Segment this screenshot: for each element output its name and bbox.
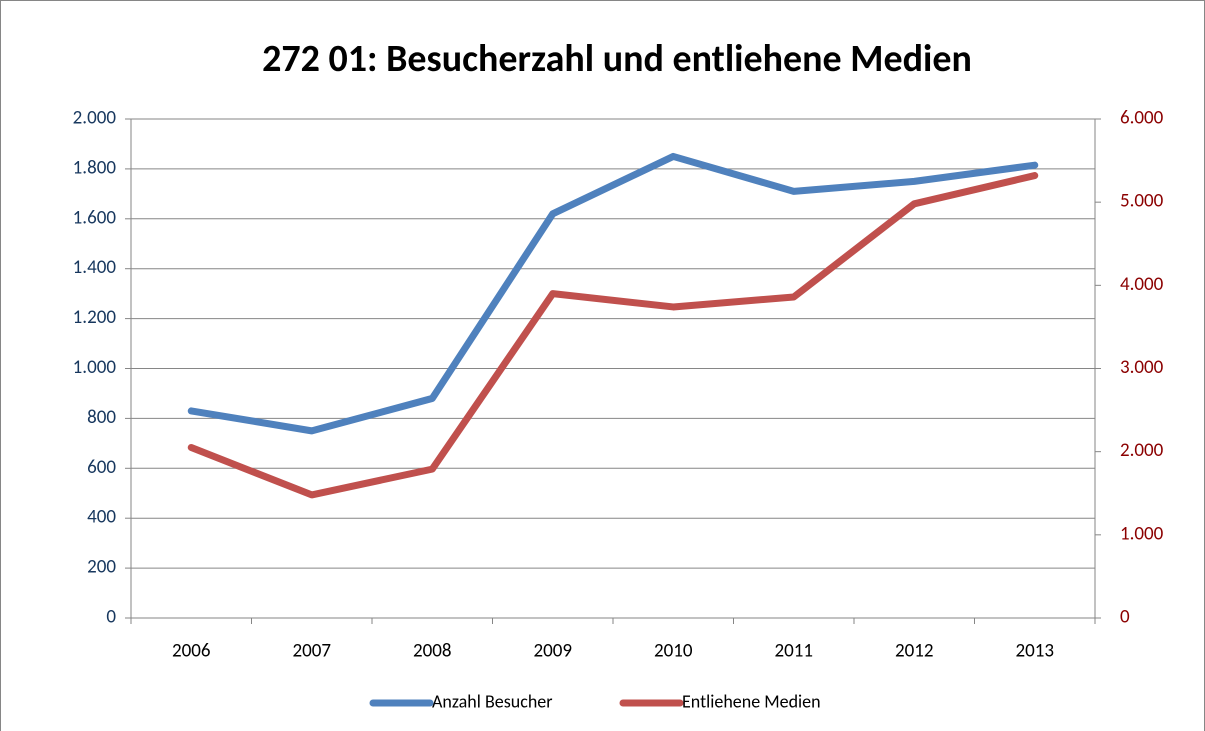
y-tick-label: 1.000 [73,356,117,379]
x-tick-label: 2012 [895,640,934,663]
y-tick-label: 0 [106,606,116,629]
x-tick-label: 2010 [654,640,693,663]
y-tick-label: 400 [87,506,116,529]
y-tick-label: 1.200 [73,306,117,329]
legend-label: Entliehene Medien [682,690,821,712]
x-tick-label: 2006 [172,640,211,663]
legend-label: Anzahl Besucher [432,690,553,712]
x-tick-label: 2009 [533,640,572,663]
y2-tick-label: 0 [1120,606,1130,629]
y2-tick-label: 4.000 [1120,273,1164,296]
x-tick-label: 2008 [413,640,452,663]
chart-title: 272 01: Besucherzahl und entliehene Medi… [262,36,972,82]
y-tick-label: 1.600 [73,206,117,229]
y2-tick-label: 5.000 [1120,190,1164,213]
y-tick-label: 1.800 [73,156,117,179]
y2-tick-label: 6.000 [1120,107,1164,130]
x-tick-label: 2011 [774,640,813,663]
x-tick-label: 2007 [292,640,331,663]
y-tick-label: 1.400 [73,256,117,279]
y-tick-label: 200 [87,556,116,579]
y2-tick-label: 3.000 [1120,356,1164,379]
y-tick-label: 800 [87,406,116,429]
series-line [187,172,1039,499]
y2-tick-label: 2.000 [1120,439,1164,462]
y-tick-label: 2.000 [73,107,117,130]
series-line [187,152,1039,435]
x-tick-label: 2013 [1015,640,1054,663]
y-tick-label: 600 [87,456,116,479]
y2-tick-label: 1.000 [1120,522,1164,545]
